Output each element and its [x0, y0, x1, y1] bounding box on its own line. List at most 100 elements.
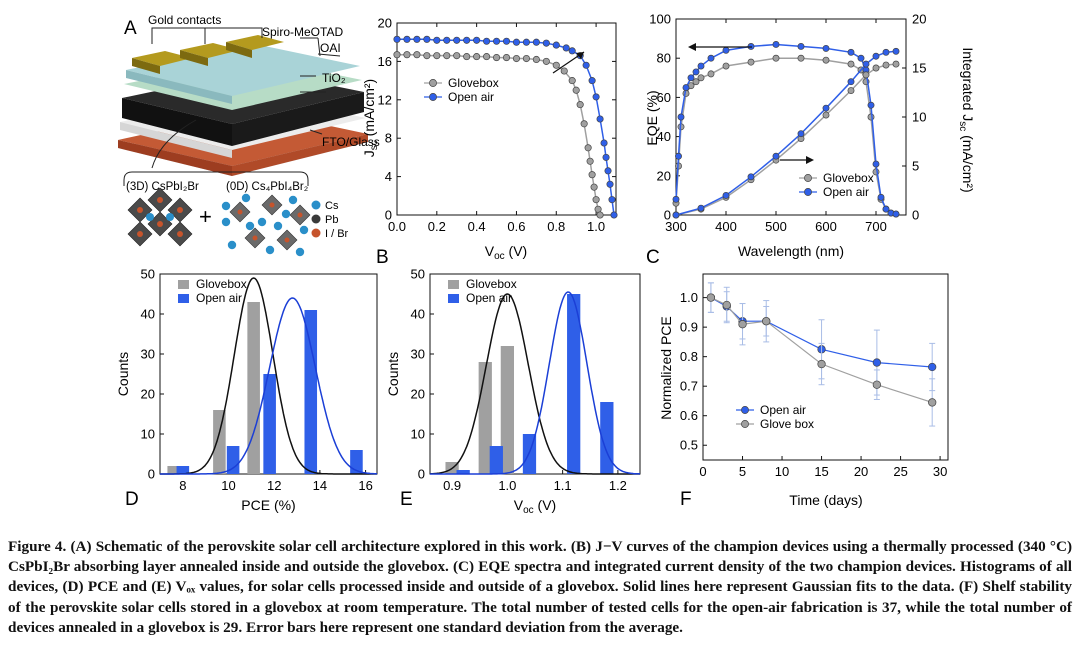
jv-point	[600, 139, 608, 147]
eqe-point	[675, 152, 682, 160]
jv-point	[568, 47, 576, 55]
arrow-head	[576, 52, 584, 59]
stability-point	[722, 300, 731, 310]
legend-label: Cs	[325, 200, 339, 212]
panel-letter: E	[400, 489, 413, 510]
label-3d: (3D) CsPbI₂Br	[126, 181, 199, 193]
y-axis-title: Counts	[115, 352, 131, 396]
x-axis-title: PCE (%)	[241, 497, 295, 513]
y-tick-label: 40	[657, 129, 671, 144]
eqe-point	[797, 130, 805, 138]
jv-point	[532, 38, 540, 46]
panel-a-letter: A	[124, 18, 137, 39]
cs-atom	[257, 217, 267, 227]
y-right-tick-label: 15	[912, 61, 926, 76]
eqe-point	[872, 64, 880, 72]
stability-point	[872, 358, 882, 367]
label-0d: (0D) Cs₄PbI₄Br₂	[226, 181, 308, 193]
jv-point	[592, 93, 600, 101]
jv-point	[433, 52, 441, 60]
eqe-point	[872, 160, 880, 168]
jv-point	[413, 35, 421, 43]
y-tick-label: 0	[385, 208, 392, 223]
stability-point	[928, 362, 937, 372]
hist-bar-openair	[304, 310, 318, 474]
jv-point	[580, 120, 588, 128]
y-tick-label: 0.6	[680, 408, 698, 423]
plot-frame	[702, 273, 949, 461]
y-tick-label: 20	[411, 387, 425, 402]
y-tick-label: 4	[385, 169, 392, 184]
halide-atom	[297, 212, 303, 218]
eqe-point	[847, 60, 855, 68]
eqe-curve-1	[675, 43, 897, 215]
legend-marker	[741, 406, 749, 414]
cs-atom	[295, 247, 305, 257]
panel-letter: C	[646, 247, 660, 268]
jv-point	[473, 36, 481, 44]
panel-a: A	[118, 13, 380, 257]
jv-point	[560, 67, 568, 75]
x-tick-label: 20	[854, 464, 868, 479]
jv-point	[590, 183, 598, 191]
eqe-point	[822, 104, 830, 112]
label-tio2: TiO₂	[322, 71, 346, 85]
x-tick-label: 1.2	[609, 478, 627, 493]
jv-point	[522, 54, 530, 63]
x-axis-title: Wavelength (nm)	[738, 243, 844, 259]
eqe-point	[882, 205, 890, 213]
x-tick-label: 16	[358, 478, 372, 493]
eqe-point	[797, 54, 805, 62]
y-axis-title: Normalized PCE	[658, 316, 674, 419]
jv-point	[532, 55, 540, 64]
jv-point	[562, 44, 570, 52]
x-tick-label: 0.4	[468, 219, 486, 234]
jv-point	[403, 51, 411, 59]
panel-letter: B	[376, 247, 389, 268]
jv-point	[443, 36, 451, 44]
hist-bar-openair	[176, 466, 190, 474]
eqe-point	[677, 113, 685, 121]
atom-legend: Cs Pb I / Br	[311, 200, 349, 240]
halide-atom	[177, 207, 183, 213]
eqe-point	[747, 173, 755, 181]
jv-point	[584, 144, 592, 152]
jv-point	[592, 196, 600, 204]
eqe-point	[722, 191, 730, 199]
halide-atom	[137, 207, 143, 213]
eqe-point	[862, 71, 870, 79]
stability-point	[817, 359, 826, 369]
eqe-point	[822, 111, 830, 119]
y-right-tick-label: 0	[912, 208, 919, 223]
stability-point	[738, 320, 747, 329]
y-tick-label: 80	[657, 51, 671, 66]
hist-bar-openair	[350, 450, 363, 474]
eqe-point	[697, 74, 705, 82]
jv-point	[423, 35, 431, 43]
cs-atom	[273, 221, 283, 231]
jv-point	[608, 196, 616, 204]
y-tick-label: 16	[378, 54, 392, 69]
label-spiro: Spiro-MeOTAD	[262, 25, 343, 39]
layer-spiro	[126, 44, 360, 96]
cs-atom	[288, 195, 298, 205]
y-tick-label: 0	[418, 467, 425, 482]
cs-atom	[221, 217, 231, 227]
label-fto: FTO/Glass	[322, 135, 380, 149]
cs-atom	[227, 240, 237, 250]
legend-label: Glovebox	[196, 277, 247, 291]
jv-point	[453, 36, 461, 44]
legend-marker	[804, 188, 812, 196]
jv-point	[433, 36, 441, 44]
panel-b: 0.0 0.2 0.4 0.6 0.8 1.0 0 4 8 12 16 20 B GloveboxOpen…	[361, 16, 618, 268]
caption-label: Figure 4.	[8, 538, 67, 555]
hist-bar-openair	[567, 294, 581, 474]
jv-point	[453, 52, 461, 60]
jv-point	[568, 77, 576, 85]
jv-point	[552, 61, 560, 69]
plot-frame	[396, 22, 617, 216]
eqe-point	[672, 195, 680, 203]
